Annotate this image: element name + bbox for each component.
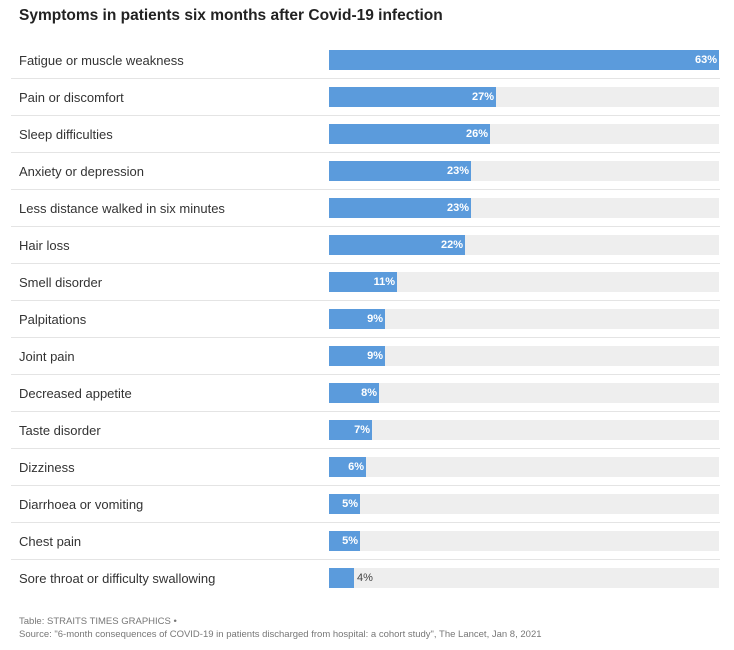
bar-track: 7% [329, 420, 719, 440]
bar-track: 23% [329, 161, 719, 181]
bar [329, 568, 354, 588]
source-text: Source: "6-month consequences of COVID-1… [19, 629, 542, 640]
bar-row: Smell disorder 11% [11, 264, 720, 301]
category-label: Pain or discomfort [19, 90, 124, 105]
bar [329, 161, 471, 181]
bar-track: 8% [329, 383, 719, 403]
bar-track: 9% [329, 309, 719, 329]
bar [329, 420, 372, 440]
value-label: 5% [342, 535, 358, 547]
bar-track: 27% [329, 87, 719, 107]
value-label: 22% [440, 239, 463, 251]
bar-row: Hair loss 22% [11, 227, 720, 264]
category-label: Palpitations [19, 312, 87, 327]
bar-row: Diarrhoea or vomiting 5% [11, 486, 720, 523]
bar [329, 346, 385, 366]
category-label: Diarrhoea or vomiting [19, 497, 144, 512]
category-label: Sore throat or difficulty swallowing [19, 571, 216, 586]
bar-row: Anxiety or depression 23% [11, 153, 720, 190]
bar-row: Taste disorder 7% [11, 412, 720, 449]
category-label: Decreased appetite [19, 386, 132, 401]
credit-text: Table: STRAITS TIMES GRAPHICS • [19, 616, 177, 627]
bar-track: 9% [329, 346, 719, 366]
bar-track: 26% [329, 124, 719, 144]
bar-track: 23% [329, 198, 719, 218]
value-label: 6% [348, 461, 364, 473]
bar-row: Fatigue or muscle weakness 63% [11, 42, 720, 79]
value-label: 9% [367, 350, 383, 362]
bar-row: Joint pain 9% [11, 338, 720, 375]
bar [329, 531, 360, 551]
category-label: Sleep difficulties [19, 127, 113, 142]
category-label: Joint pain [19, 349, 75, 364]
bar-row: Pain or discomfort 27% [11, 79, 720, 116]
value-label: 26% [465, 128, 488, 140]
bar-row: Less distance walked in six minutes 23% [11, 190, 720, 227]
bar-track: 22% [329, 235, 719, 255]
category-label: Less distance walked in six minutes [19, 201, 225, 216]
category-label: Chest pain [19, 534, 82, 549]
bar-row: Decreased appetite 8% [11, 375, 720, 412]
value-label: 8% [361, 387, 377, 399]
category-label: Hair loss [19, 238, 70, 253]
category-label: Taste disorder [19, 423, 101, 438]
bar [329, 309, 385, 329]
chart-title: Symptoms in patients six months after Co… [19, 7, 443, 24]
bar [329, 457, 366, 477]
value-label: 5% [342, 498, 358, 510]
bar-track: 5% [329, 494, 719, 514]
category-label: Dizziness [19, 460, 75, 475]
bar-row: Chest pain 5% [11, 523, 720, 560]
category-label: Smell disorder [19, 275, 103, 290]
bar-row: Sleep difficulties 26% [11, 116, 720, 153]
bar-track: 6% [329, 457, 719, 477]
category-label: Anxiety or depression [19, 164, 145, 179]
bar-row: Palpitations 9% [11, 301, 720, 338]
bar-track: 4% [329, 568, 719, 588]
bar [329, 50, 719, 70]
bar-track: 63% [329, 50, 719, 70]
value-label: 63% [694, 54, 717, 66]
bar [329, 383, 379, 403]
bar [329, 124, 490, 144]
bar-row: Sore throat or difficulty swallowing 4% [11, 560, 720, 597]
bar [329, 87, 496, 107]
category-label: Fatigue or muscle weakness [19, 53, 184, 68]
footer: Table: STRAITS TIMES GRAPHICS • Source: … [19, 615, 542, 641]
value-label: 23% [446, 202, 469, 214]
bar [329, 272, 397, 292]
value-label: 9% [367, 313, 383, 325]
value-label: 27% [471, 91, 494, 103]
value-label: 7% [354, 424, 370, 436]
value-label: 23% [446, 165, 469, 177]
bar [329, 198, 471, 218]
bar-track: 5% [329, 531, 719, 551]
bar [329, 235, 465, 255]
bar-track: 11% [329, 272, 719, 292]
value-label: 4% [357, 572, 373, 584]
value-label: 11% [373, 276, 395, 288]
bar [329, 494, 360, 514]
bar-chart: Fatigue or muscle weakness 63% Pain or dis… [11, 42, 720, 597]
bar-row: Dizziness 6% [11, 449, 720, 486]
